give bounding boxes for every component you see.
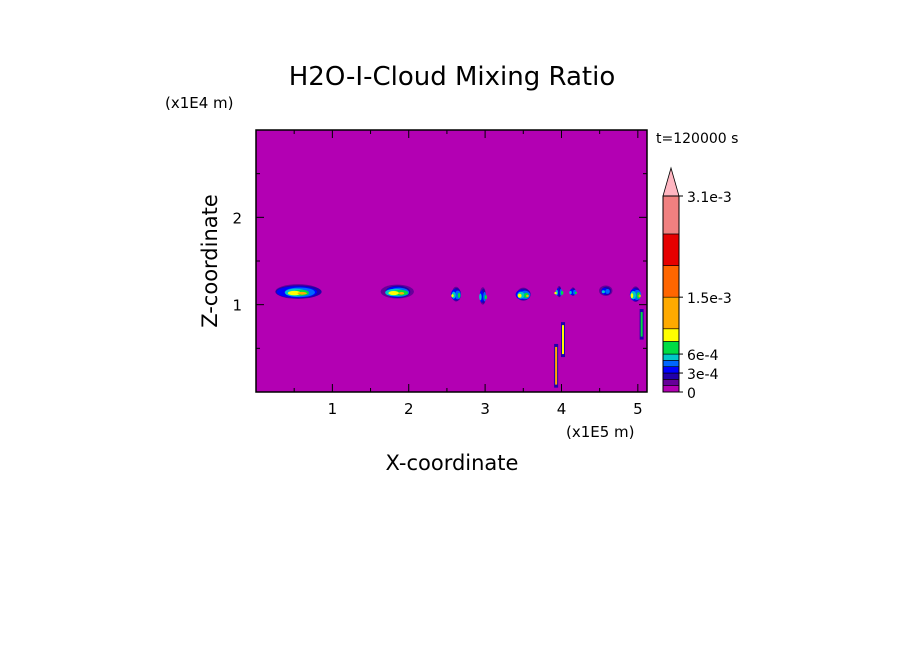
- colorbar-segment: [662, 195, 680, 235]
- colorbar-tick-label: 0: [687, 386, 696, 402]
- x-tick-label: 5: [633, 400, 643, 418]
- contour-band: [526, 294, 529, 298]
- cloud-streak: [639, 309, 644, 340]
- colorbar: 0 3e-4 6e-4 1.5e-3 3.1e-3: [662, 166, 732, 402]
- colorbar-segment: [662, 366, 680, 374]
- contour-band: [517, 293, 522, 298]
- colorbar-segment: [662, 372, 680, 380]
- contour-band: [451, 294, 454, 298]
- y-tick-label: 2: [232, 209, 242, 227]
- cloud-cell: [479, 287, 488, 305]
- cloud-cell: [629, 286, 642, 303]
- colorbar-tick-label: 3e-4: [687, 367, 719, 383]
- contour-band: [484, 295, 488, 300]
- colorbar-segment: [662, 360, 680, 368]
- colorbar-segment: [662, 265, 680, 298]
- contour-band: [574, 291, 578, 294]
- contour-band: [287, 290, 301, 296]
- colorbar-segment: [662, 353, 680, 361]
- streak-core: [555, 346, 558, 385]
- streak-core: [640, 312, 643, 337]
- colorbar-segment: [662, 385, 680, 393]
- contour-band: [398, 292, 405, 295]
- cloud-cell: [380, 284, 414, 299]
- colorbar-segment: [662, 296, 680, 330]
- x-tick-label: 1: [328, 400, 338, 418]
- y-axis-unit: (x1E4 m): [165, 94, 234, 112]
- contour-band: [388, 290, 399, 296]
- contour-band: [560, 290, 564, 295]
- contour-band: [297, 291, 307, 295]
- cloud-cell: [450, 286, 462, 302]
- chart-title: H2O-I-Cloud Mixing Ratio: [289, 62, 616, 92]
- contour-band: [638, 294, 641, 298]
- contour-band: [605, 289, 610, 294]
- cloud-cell: [275, 284, 322, 299]
- contour-band: [569, 290, 572, 295]
- cloud-cell: [599, 285, 613, 296]
- x-axis-ticks: 1 2 3 4 5: [293, 130, 643, 418]
- cloud-streak: [554, 343, 559, 388]
- colorbar-tick-label: 1.5e-3: [687, 291, 732, 307]
- y-axis-ticks: 12: [232, 173, 647, 349]
- contour-band: [457, 292, 461, 298]
- y-tick-label: 1: [232, 297, 242, 315]
- contour-band: [479, 293, 482, 301]
- colorbar-tick-label: 3.1e-3: [687, 190, 732, 206]
- streak-core: [561, 325, 564, 355]
- cloud-streak: [560, 322, 565, 358]
- colorbar-frame: [662, 195, 680, 393]
- x-tick-label: 3: [480, 400, 490, 418]
- colorbar-segment: [662, 233, 680, 266]
- colorbar-segment: [662, 328, 680, 342]
- plot-background: [256, 130, 647, 392]
- x-tick-label: 2: [404, 400, 414, 418]
- time-label: t=120000 s: [656, 131, 738, 147]
- x-axis-unit: (x1E5 m): [566, 423, 635, 441]
- contour-band: [601, 290, 605, 294]
- x-axis-label: X-coordinate: [386, 451, 519, 475]
- colorbar-tick-label: 6e-4: [687, 348, 719, 364]
- cloud-cell: [554, 285, 564, 298]
- x-tick-label: 4: [557, 400, 567, 418]
- cloud-cells: [275, 284, 644, 388]
- cloud-cell: [515, 287, 531, 301]
- cloud-cell: [569, 287, 578, 296]
- y-axis-label: Z-coordinate: [198, 194, 222, 328]
- contour-band: [554, 291, 557, 295]
- contour-band: [630, 293, 634, 299]
- colorbar-segment: [662, 341, 680, 355]
- colorbar-segment: [662, 379, 680, 386]
